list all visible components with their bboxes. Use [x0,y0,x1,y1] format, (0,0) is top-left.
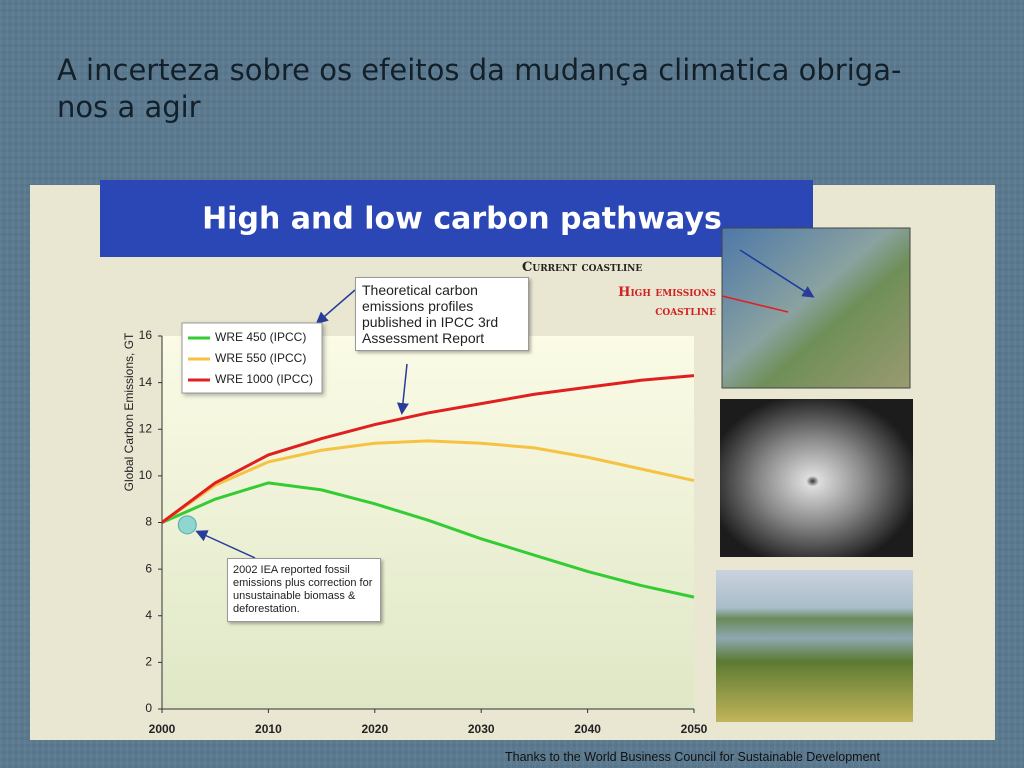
y-tick-label: 8 [145,515,152,529]
y-tick-label: 6 [145,561,152,575]
arrow [195,530,256,559]
header-bar [100,180,813,257]
arrow [739,249,815,298]
line-series [161,374,695,524]
x-tick-label: 2000 [149,722,176,736]
arrow [396,363,409,415]
y-tick-label: 16 [139,328,153,342]
x-tick-label: 2010 [255,722,282,736]
legend-label: WRE 1000 (IPCC) [215,372,313,386]
x-tick-label: 2040 [574,722,601,736]
y-tick-label: 4 [145,608,152,622]
x-tick-label: 2020 [361,722,388,736]
data-point [177,515,197,535]
credit: Thanks to the World Business Council for… [505,750,880,764]
x-tick-label: 2030 [468,722,495,736]
slide-title: A incerteza sobre os efeitos da mudança … [57,53,902,124]
line-series [161,481,695,599]
chart-title: High and low carbon pathways [202,202,722,237]
y-tick-label: 0 [145,701,152,715]
legend-label: WRE 450 (IPCC) [215,330,306,344]
line-series [161,439,695,524]
plot-area [162,336,694,709]
y-tick-label: 2 [145,655,152,669]
x-tick-label: 2050 [681,722,708,736]
annotation: Theoretical carbon emissions profiles pu… [355,277,529,351]
marsh-image [716,570,913,722]
arrow [315,289,356,324]
y-tick-label: 14 [139,375,153,389]
map-image [721,227,911,389]
map-label: Current coastline [522,260,643,275]
arrow [721,295,789,313]
hurricane-image [720,399,913,557]
y-axis-label: Global Carbon Emissions, GT [122,332,136,491]
y-tick-label: 10 [139,468,153,482]
annotation: 2002 IEA reported fossil emissions plus … [227,558,381,622]
map-label: High emissions coastline [618,285,716,319]
y-tick-label: 12 [139,421,153,435]
legend-label: WRE 550 (IPCC) [215,351,306,365]
